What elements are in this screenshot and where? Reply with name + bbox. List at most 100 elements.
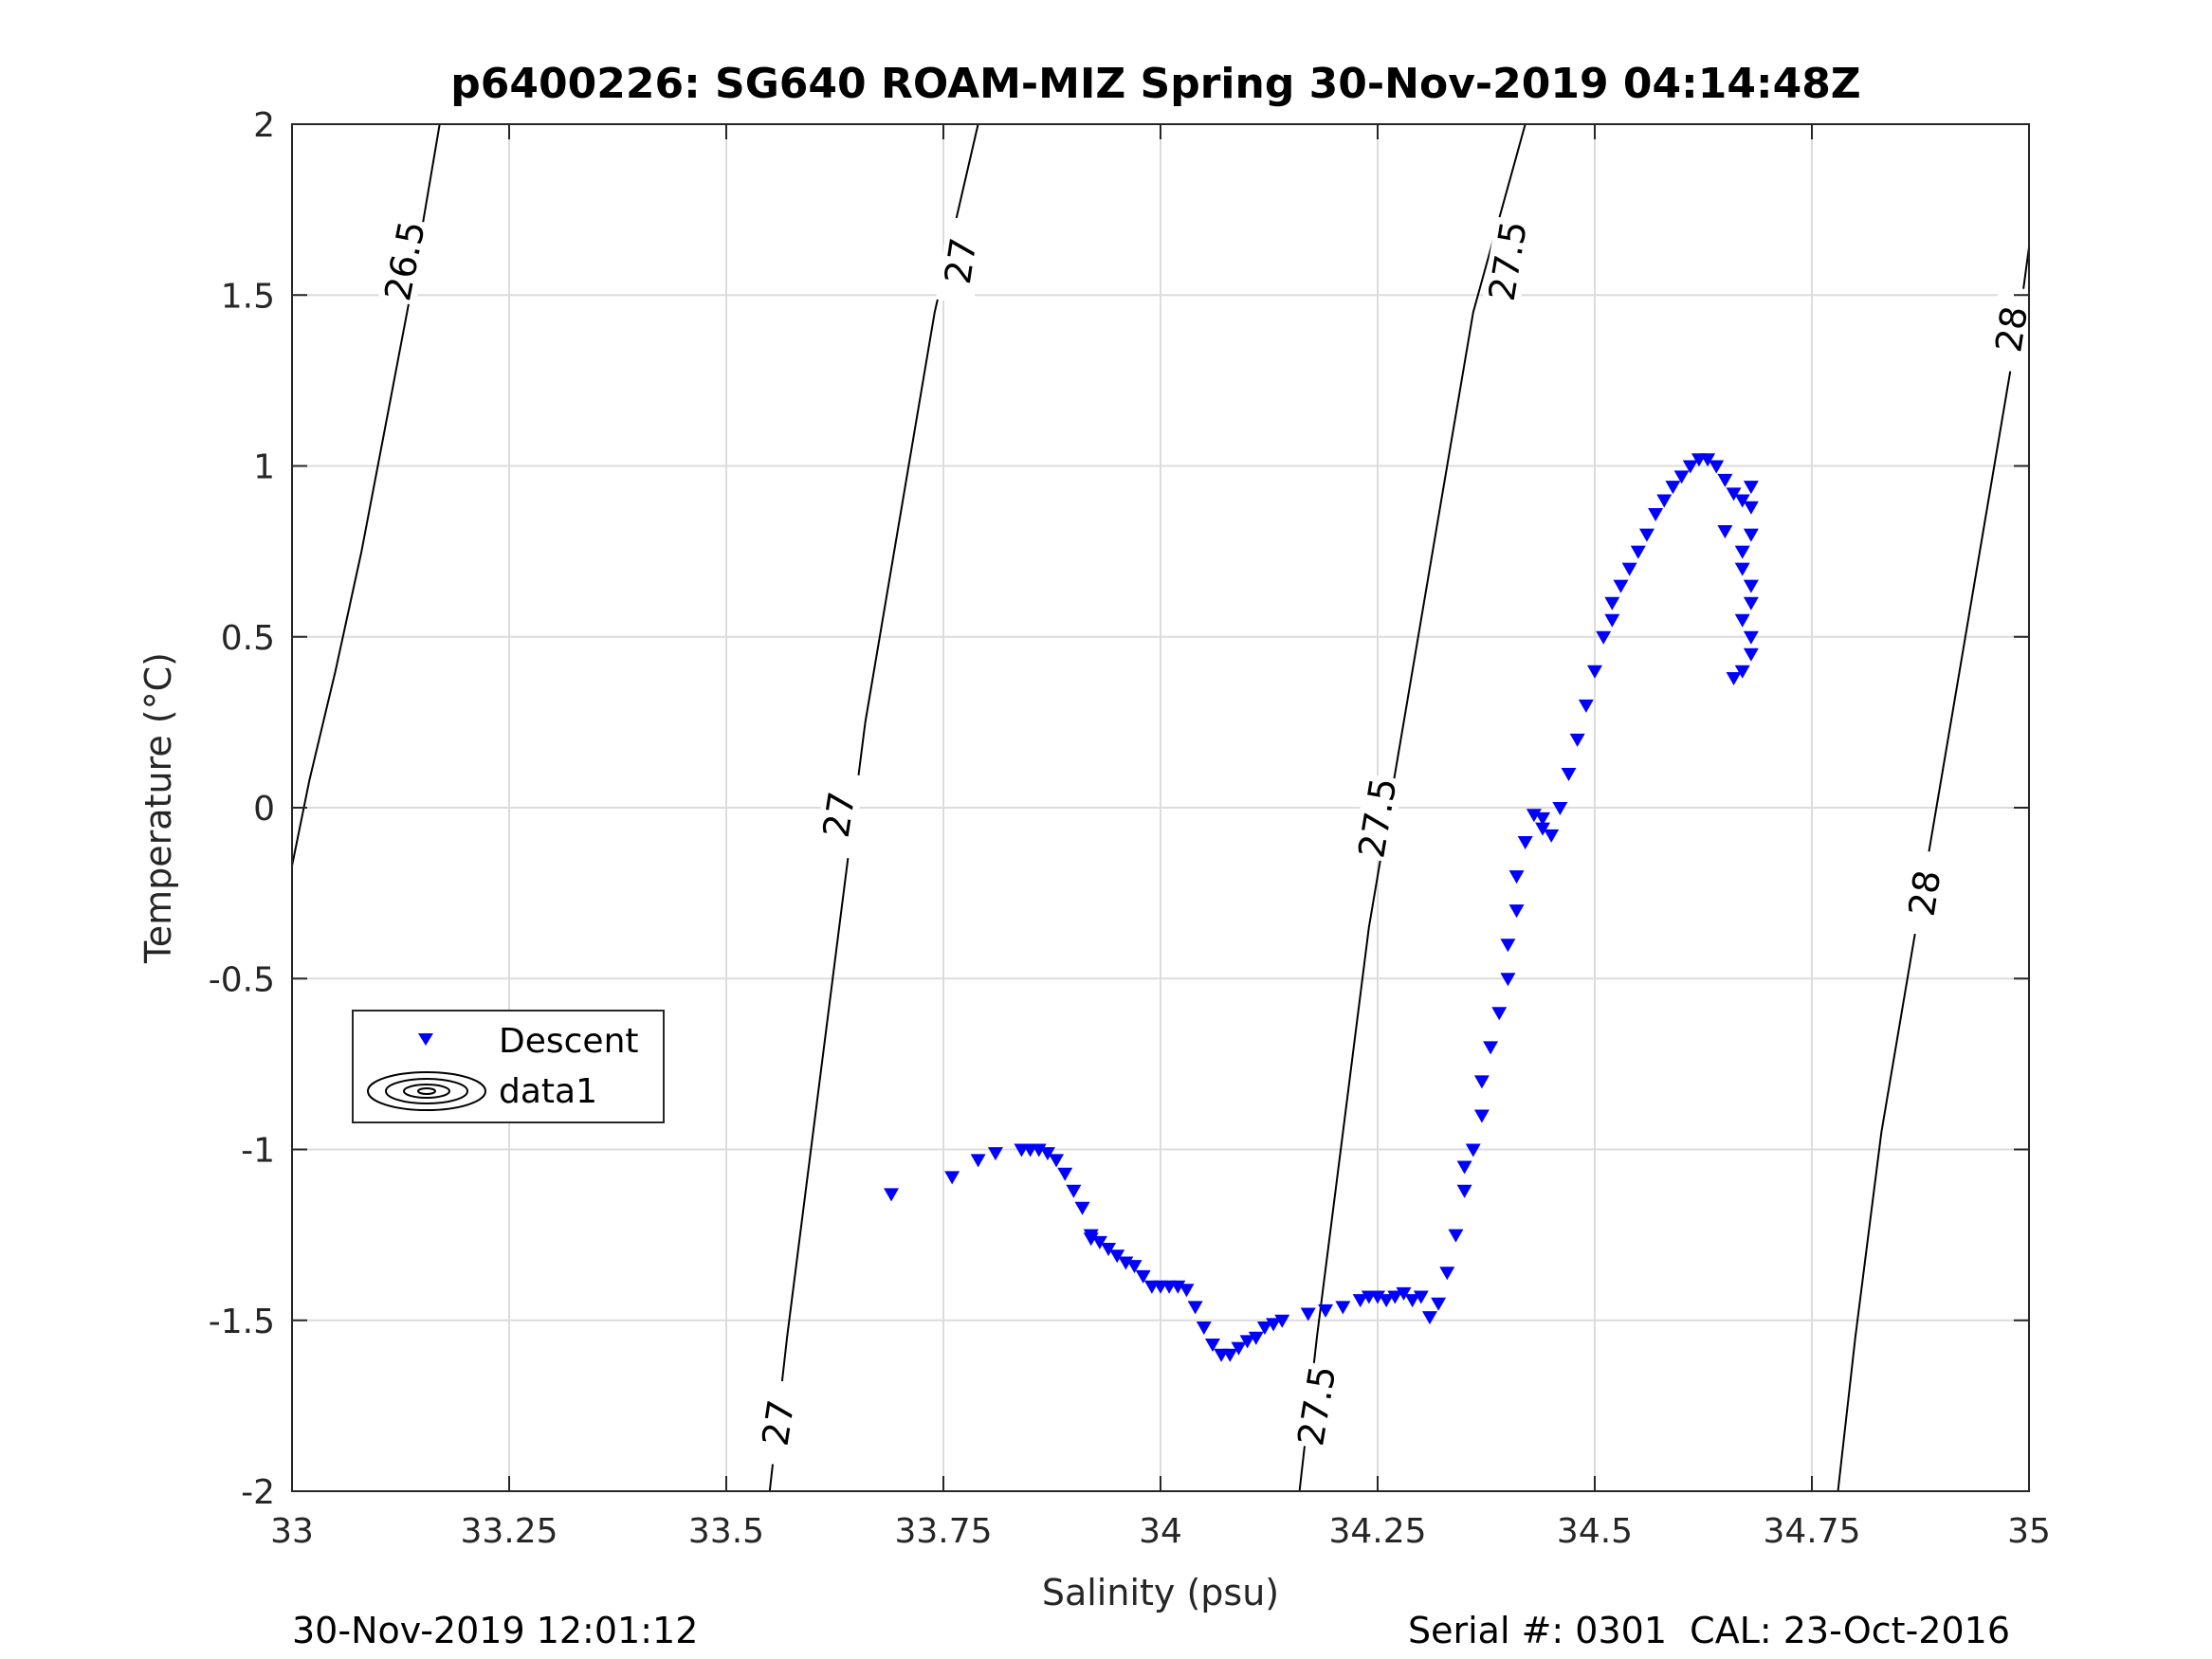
descent-point (1500, 973, 1516, 987)
descent-point (1604, 596, 1620, 611)
contour-label-bg (1290, 1361, 1343, 1450)
descent-point (1204, 1338, 1220, 1352)
x-tick-label: 33.75 (894, 1512, 992, 1551)
descent-point (1196, 1321, 1212, 1335)
descent-point (1587, 665, 1602, 679)
descent-point (1491, 1007, 1508, 1021)
descent-point (1673, 470, 1690, 484)
descent-point (1717, 473, 1733, 487)
descent-point (1734, 494, 1750, 508)
descent-point (1734, 545, 1750, 559)
x-tick-label: 33.5 (688, 1512, 764, 1551)
descent-point (1074, 1201, 1090, 1215)
y-tick-label: -1.5 (209, 1303, 275, 1341)
descent-point (1126, 1260, 1143, 1274)
y-tick-label: 2 (253, 106, 275, 145)
descent-point (1578, 699, 1594, 713)
descent-point (1613, 579, 1629, 593)
legend-marker-descent (418, 1033, 433, 1046)
x-axis-ticks: 33 33.25 33.5 33.75 34 34.25 34.5 34.75 35 (270, 124, 2051, 1551)
descent-point (1135, 1269, 1151, 1284)
descent-point (1648, 507, 1664, 521)
descent-point (1379, 1294, 1395, 1308)
descent-point (1473, 1109, 1490, 1123)
descent-point (1300, 1307, 1316, 1322)
contour-label-bg (814, 770, 865, 859)
descent-point (1596, 630, 1612, 645)
descent-point (1517, 836, 1533, 850)
descent-point (1256, 1321, 1272, 1335)
descent-point (1630, 545, 1646, 559)
y-tick-label: -2 (241, 1473, 275, 1512)
descent-point (1656, 494, 1673, 508)
y-tick-label: 0 (253, 790, 275, 829)
chart-title: p6400226: SG640 ROAM-MIZ Spring 30-Nov-2… (450, 60, 1860, 108)
descent-point (1066, 1184, 1082, 1198)
legend-box (352, 1010, 665, 1123)
y-tick-label: 1 (253, 448, 275, 487)
descent-point (1544, 829, 1560, 843)
descent-point (944, 1171, 960, 1185)
descent-point (1179, 1284, 1195, 1298)
descent-point (1465, 1143, 1481, 1158)
descent-point (1266, 1318, 1282, 1332)
descent-point (1734, 613, 1750, 628)
descent-point (1109, 1249, 1125, 1264)
footer-timestamp: 30-Nov-2019 12:01:12 (292, 1610, 698, 1651)
descent-point (1638, 528, 1654, 542)
descent-point (1743, 579, 1759, 593)
contour-label-bg (1986, 284, 2038, 374)
contour-label: 27 (815, 789, 864, 840)
descent-point (1709, 460, 1725, 474)
descent-point (884, 1188, 900, 1202)
descent-point (1665, 481, 1681, 495)
y-axis-ticks: -2 -1.5 -1 -0.5 0 0.5 1 1.5 2 (209, 106, 2029, 1512)
descent-point (1456, 1160, 1472, 1175)
descent-point (1335, 1301, 1351, 1315)
descent-point (1717, 524, 1733, 538)
descent-point (1031, 1143, 1047, 1158)
y-tick-label: 0.5 (221, 619, 275, 658)
descent-point (1091, 1235, 1107, 1249)
descent-point (1083, 1232, 1099, 1247)
descent-point (1734, 665, 1750, 679)
x-tick-label: 34.5 (1557, 1512, 1633, 1551)
legend-label-data1: data1 (499, 1072, 597, 1111)
descent-point (1743, 596, 1759, 611)
descent-point (1413, 1290, 1429, 1304)
descent-point (1057, 1167, 1073, 1181)
descent-point (1170, 1280, 1186, 1294)
descent-point (1508, 870, 1525, 884)
x-tick-label: 35 (2007, 1512, 2051, 1551)
descent-point (1039, 1147, 1055, 1161)
descent-point (1682, 460, 1698, 474)
descent-point (1561, 767, 1577, 781)
descent-point (1743, 481, 1759, 495)
descent-point (1231, 1341, 1247, 1356)
descent-point (1508, 904, 1525, 919)
contour-label: 27 (937, 235, 985, 286)
y-tick-label: 1.5 (221, 277, 275, 316)
descent-point (1726, 487, 1742, 501)
descent-point (1448, 1229, 1464, 1243)
x-axis-label: Salinity (psu) (1042, 1572, 1279, 1613)
descent-point (1118, 1256, 1134, 1270)
grid (292, 124, 2029, 1491)
contour-label-bg (377, 216, 432, 306)
y-tick-label: -0.5 (209, 960, 275, 999)
contour-label: 27 (755, 1397, 803, 1449)
x-tick-label: 34.75 (1763, 1512, 1860, 1551)
descent-point (1500, 939, 1516, 953)
descent-point (1239, 1335, 1255, 1349)
descent-point (1274, 1314, 1290, 1328)
descent-point (970, 1154, 986, 1168)
descent-point (1318, 1304, 1334, 1318)
contour-label-bg (753, 1378, 804, 1468)
descent-point (1700, 453, 1716, 467)
descent-point (1743, 630, 1759, 645)
descent-point (1734, 562, 1750, 576)
contour-label: 28 (1987, 303, 2036, 355)
descent-point (1743, 647, 1759, 662)
descent-point (1421, 1311, 1437, 1325)
descent-point (1431, 1297, 1447, 1311)
